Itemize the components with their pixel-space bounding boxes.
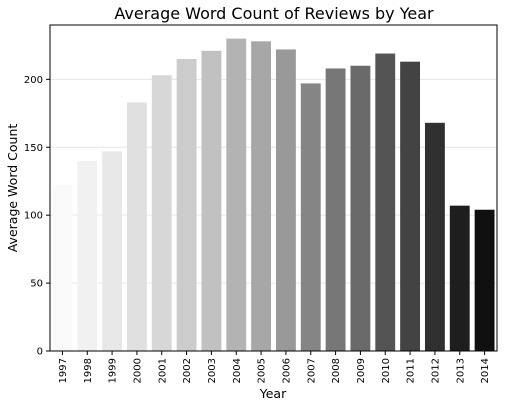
bar-2008 bbox=[325, 68, 346, 351]
bar-2013 bbox=[449, 205, 470, 351]
y-tick-label: 200 bbox=[24, 75, 43, 86]
bar-2005 bbox=[251, 41, 272, 352]
x-tick-label: 2008 bbox=[331, 358, 342, 383]
y-tick-label: 0 bbox=[37, 347, 43, 358]
bar-2012 bbox=[424, 122, 445, 351]
bar-2003 bbox=[201, 50, 222, 351]
y-tick-label: 100 bbox=[24, 211, 43, 222]
x-tick-label: 1998 bbox=[83, 358, 94, 383]
x-tick-label: 2007 bbox=[306, 358, 317, 383]
x-tick-label: 1997 bbox=[58, 358, 69, 383]
x-tick-label: 2009 bbox=[356, 358, 367, 383]
bar-2014 bbox=[474, 209, 495, 351]
y-axis-ticks: 0 50 100 150 200 bbox=[24, 75, 50, 358]
bar-1999 bbox=[102, 151, 123, 351]
x-tick-label: 2000 bbox=[132, 358, 143, 383]
x-tick-label: 2012 bbox=[430, 358, 441, 383]
bar-2009 bbox=[350, 65, 371, 351]
x-tick-label: 2010 bbox=[381, 358, 392, 383]
chart-title: Average Word Count of Reviews by Year bbox=[114, 4, 434, 23]
x-tick-label: 2005 bbox=[257, 358, 268, 383]
x-axis-label: Year bbox=[259, 386, 287, 401]
bar-2006 bbox=[275, 49, 296, 351]
x-tick-label: 2013 bbox=[455, 358, 466, 383]
bar-2002 bbox=[176, 58, 197, 351]
bar-2000 bbox=[126, 102, 147, 351]
bar-1998 bbox=[77, 160, 98, 351]
bar-2004 bbox=[226, 38, 247, 351]
x-tick-label: 2003 bbox=[207, 358, 218, 383]
x-tick-label: 2002 bbox=[182, 358, 193, 383]
x-tick-label: 2011 bbox=[406, 358, 417, 383]
y-tick-label: 150 bbox=[24, 143, 43, 154]
bar-1997 bbox=[52, 185, 73, 351]
bar-2001 bbox=[151, 75, 172, 351]
bar-2007 bbox=[300, 83, 321, 352]
bar-2010 bbox=[375, 53, 396, 352]
x-tick-label: 1999 bbox=[108, 358, 119, 383]
bars bbox=[52, 38, 495, 352]
y-axis-label: Average Word Count bbox=[5, 124, 20, 253]
bar-2011 bbox=[400, 61, 421, 352]
x-tick-label: 2006 bbox=[281, 358, 292, 383]
plot-frame bbox=[49, 24, 498, 352]
x-tick-label: 2004 bbox=[232, 358, 243, 383]
y-tick-label: 50 bbox=[30, 279, 43, 290]
x-axis-ticks: 1997 1998 1999 2000 2001 2002 2003 2004 2005 2006… bbox=[58, 351, 491, 383]
x-tick-label: 2014 bbox=[480, 358, 491, 383]
x-tick-label: 2001 bbox=[157, 358, 168, 383]
